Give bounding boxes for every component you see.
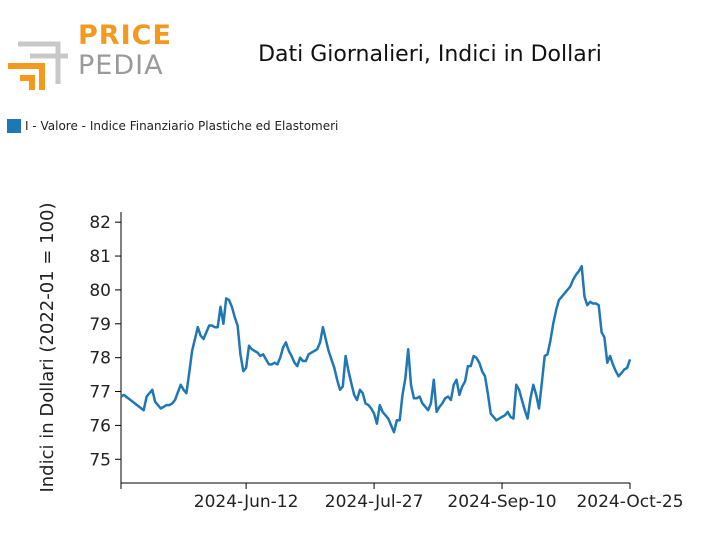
x-tick-label: 2024-Jun-12 xyxy=(194,492,299,512)
logo-text-price: PRICE xyxy=(78,20,172,51)
y-tick-label: 76 xyxy=(89,416,111,436)
y-tick-label: 82 xyxy=(89,213,111,233)
x-tick-label: 2024-Oct-25 xyxy=(576,492,683,512)
y-tick-label: 75 xyxy=(89,450,111,470)
logo-text-pedia: PEDIA xyxy=(78,50,164,81)
legend-label: I - Valore - Indice Finanziario Plastich… xyxy=(25,119,339,133)
x-tick-label: 2024-Jul-27 xyxy=(325,492,424,512)
y-axis-title: Indici in Dollari (2022-01 = 100) xyxy=(37,202,58,492)
chart-legend[interactable]: I - Valore - Indice Finanziario Plastich… xyxy=(7,119,338,133)
y-tick-label: 80 xyxy=(89,281,111,301)
chart-title: Dati Giornalieri, Indici in Dollari xyxy=(258,42,602,67)
legend-swatch xyxy=(7,119,21,133)
x-tick-label: 2024-Sep-10 xyxy=(447,492,556,512)
chart-marks xyxy=(120,264,632,434)
y-tick-label: 77 xyxy=(89,383,111,403)
series-line xyxy=(120,264,632,434)
y-tick-label: 81 xyxy=(89,247,111,267)
chart-axes: 75 76 77 78 79 80 81 82 2024-Jun-12 2024-Jul-27 20… xyxy=(37,202,684,512)
y-tick-label: 79 xyxy=(89,315,111,335)
y-tick-label: 78 xyxy=(89,349,111,369)
logo-mark-icon xyxy=(8,41,68,90)
pricepedia-logo: PRICE PEDIA xyxy=(6,20,171,92)
